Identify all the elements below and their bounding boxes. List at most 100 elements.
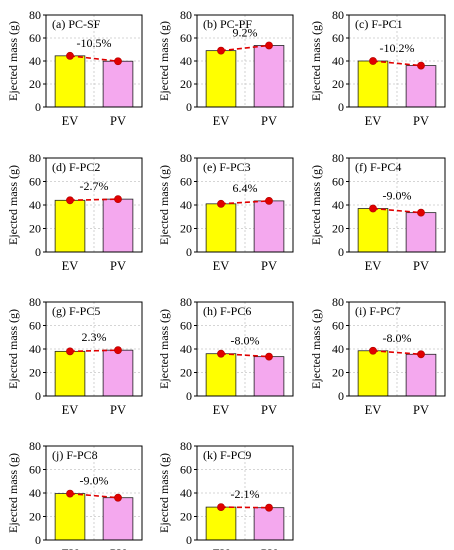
chart-panel-5: 0 20 40 60 80 EV PV (e) F-PC3 6.4% Ejected mass (… [157, 151, 294, 273]
y-tick-label: 20 [332, 77, 344, 91]
y-axis-label: Ejected mass (g) [6, 309, 20, 389]
y-tick-label: 40 [29, 342, 41, 356]
x-tick-label: EV [365, 114, 382, 128]
marker-ev [217, 349, 225, 358]
chart-panel-8: 0 20 40 60 80 EV PV (h) F-PC6 -8.0% Ejected mass … [157, 295, 294, 417]
marker-ev [217, 46, 225, 55]
panel-label: (b) PC-PF [203, 17, 252, 31]
bar-pv [102, 60, 134, 108]
bar-ev [205, 203, 237, 253]
change-label: -2.1% [231, 487, 260, 501]
x-tick-label: PV [261, 259, 277, 273]
trend-line [220, 506, 270, 509]
y-tick-label: 40 [180, 54, 192, 68]
x-tick-label: PV [110, 259, 126, 273]
y-tick-label: 80 [180, 8, 192, 22]
trend-line [69, 198, 119, 202]
x-tick-label: PV [110, 403, 126, 417]
marker-pv [265, 503, 273, 512]
y-tick-label: 40 [29, 198, 41, 212]
marker-ev [217, 503, 225, 511]
y-tick-label: 40 [332, 342, 344, 356]
y-tick-label: 20 [180, 222, 192, 236]
y-axis-label: Ejected mass (g) [157, 453, 171, 533]
y-axis-label: Ejected mass (g) [6, 21, 20, 101]
y-tick-label: 60 [29, 31, 41, 45]
y-axis-label: Ejected mass (g) [157, 309, 171, 389]
x-tick-label: PV [261, 403, 277, 417]
marker-ev [217, 199, 225, 208]
y-tick-label: 40 [180, 342, 192, 356]
trend-line [69, 492, 119, 499]
y-tick-label: 0 [186, 100, 192, 114]
change-label: -10.2% [380, 41, 415, 55]
change-label: -8.0% [383, 331, 412, 345]
y-tick-label: 20 [29, 366, 41, 380]
panel-label: (i) F-PC7 [355, 304, 401, 318]
change-label: -8.0% [231, 334, 260, 348]
y-tick-label: 0 [35, 245, 41, 259]
bar-ev [54, 199, 86, 253]
x-tick-label: PV [110, 114, 126, 128]
chart-panel-9: 0 20 40 60 80 EV PV (i) F-PC7 -8.0% Ejected mass … [309, 295, 446, 417]
y-tick-label: 0 [186, 389, 192, 403]
marker-ev [369, 204, 377, 213]
change-label: 6.4% [233, 181, 258, 195]
marker-ev [66, 347, 74, 356]
x-tick-label: EV [213, 547, 230, 550]
y-tick-label: 0 [186, 245, 192, 259]
trend-line [220, 200, 270, 205]
bar-pv [102, 497, 134, 541]
marker-pv [265, 41, 273, 50]
bar-ev [357, 60, 389, 108]
marker-pv [114, 346, 122, 355]
chart-panel-6: 0 20 40 60 80 EV PV (f) F-PC4 -9.0% Ejected mass … [309, 151, 446, 273]
bar-ev [205, 506, 237, 541]
panel-label: (k) F-PC9 [203, 448, 251, 462]
trend-line [69, 349, 119, 353]
change-label: 9.2% [233, 25, 258, 39]
bar-ev [357, 350, 389, 397]
chart-panel-10: 0 20 40 60 80 EV PV (j) F-PC8 -9.0% Ejected mass … [6, 439, 143, 550]
bar-pv [405, 212, 437, 253]
x-tick-label: EV [365, 403, 382, 417]
y-tick-label: 80 [29, 295, 41, 309]
marker-pv [114, 57, 122, 66]
y-tick-label: 60 [29, 319, 41, 333]
y-axis-label: Ejected mass (g) [309, 309, 323, 389]
panel-label: (j) F-PC8 [52, 448, 98, 462]
y-tick-label: 80 [180, 151, 192, 165]
y-axis-label: Ejected mass (g) [157, 21, 171, 101]
marker-ev [66, 196, 74, 205]
x-tick-label: EV [62, 114, 79, 128]
y-tick-label: 40 [180, 198, 192, 212]
y-tick-label: 60 [180, 319, 192, 333]
y-tick-label: 20 [29, 510, 41, 524]
bar-pv [405, 65, 437, 108]
y-tick-label: 40 [29, 54, 41, 68]
y-tick-label: 20 [29, 222, 41, 236]
change-label: 2.3% [82, 330, 107, 344]
chart-panel-1: 0 20 40 60 80 EV PV (a) PC-SF -10.5% Ejected mass… [6, 8, 143, 128]
panel-label: (c) F-PC1 [355, 17, 403, 31]
y-axis-label: Ejected mass (g) [6, 165, 20, 245]
x-tick-label: EV [62, 259, 79, 273]
marker-ev [66, 51, 74, 60]
y-tick-label: 0 [35, 389, 41, 403]
panel-label: (d) F-PC2 [52, 160, 100, 174]
y-tick-label: 80 [332, 151, 344, 165]
bar-ev [205, 353, 237, 397]
change-label: -9.0% [80, 474, 109, 488]
marker-pv [417, 61, 425, 70]
chart-panel-11: 0 20 40 60 80 EV PV (k) F-PC9 -2.1% Ejected mass … [157, 439, 294, 550]
y-tick-label: 20 [29, 77, 41, 91]
chart-panel-7: 0 20 40 60 80 EV PV (g) F-PC5 2.3% Ejected mass (… [6, 295, 143, 417]
panel-label: (e) F-PC3 [203, 160, 251, 174]
y-tick-label: 20 [332, 222, 344, 236]
y-tick-label: 80 [29, 151, 41, 165]
trend-line [372, 60, 422, 67]
trend-line [220, 44, 270, 52]
chart-panel-4: 0 20 40 60 80 EV PV (d) F-PC2 -2.7% Ejected mass … [6, 151, 143, 273]
y-tick-label: 40 [180, 486, 192, 500]
marker-ev [369, 57, 377, 65]
